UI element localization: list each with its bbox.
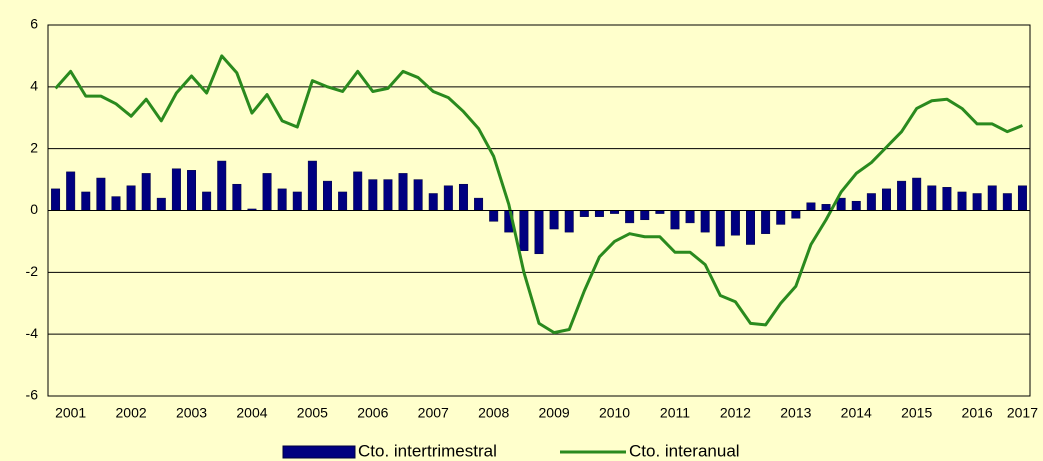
bar (776, 210, 786, 225)
bar (51, 188, 61, 211)
y-tick-label: 6 (30, 16, 38, 32)
bar (1017, 185, 1027, 211)
bar (549, 210, 559, 230)
bar (897, 180, 907, 211)
legend-label: Cto. intertrimestral (358, 441, 497, 460)
bar (111, 196, 121, 211)
x-tick-label: 2002 (116, 405, 147, 421)
bar (761, 210, 771, 234)
bar (292, 191, 302, 211)
bar (791, 210, 801, 219)
y-tick-label: 4 (30, 78, 38, 94)
bar (307, 160, 317, 211)
bar (398, 173, 408, 211)
bar (942, 187, 952, 211)
bar (428, 193, 438, 211)
x-tick-label: 2006 (357, 405, 388, 421)
bar (126, 185, 136, 211)
bar (187, 170, 197, 211)
legend-label: Cto. interanual (629, 441, 740, 460)
bar (579, 210, 589, 217)
bar (821, 204, 831, 211)
bar (474, 197, 484, 211)
x-tick-label: 2017 (1007, 405, 1038, 421)
bar (489, 210, 499, 222)
bar (806, 202, 816, 211)
x-tick-label: 2001 (55, 405, 86, 421)
x-tick-label: 2013 (780, 405, 811, 421)
bar (715, 210, 725, 247)
bar (685, 210, 695, 224)
bar (81, 191, 91, 211)
bar (640, 210, 650, 221)
bar (262, 173, 272, 211)
bar (987, 185, 997, 211)
x-tick-label: 2004 (236, 405, 267, 421)
bar (338, 191, 348, 211)
line (54, 54, 1024, 335)
bar (866, 193, 876, 211)
x-tick-label: 2011 (660, 405, 690, 421)
bar (458, 183, 468, 211)
bar (881, 188, 891, 211)
bar (171, 168, 181, 211)
bar (232, 183, 242, 211)
legend-swatch (282, 445, 356, 459)
bar (957, 191, 967, 211)
y-tick-label: -4 (26, 325, 39, 341)
bar (368, 179, 378, 211)
x-tick-label: 2016 (962, 405, 993, 421)
bar (443, 185, 453, 211)
y-tick-label: -6 (26, 387, 39, 403)
bar (594, 210, 604, 217)
bar (141, 173, 151, 211)
bar (730, 210, 740, 236)
bar (534, 210, 544, 255)
bar (413, 179, 423, 211)
y-tick-label: 2 (30, 139, 38, 155)
bar (383, 179, 393, 211)
x-tick-label: 2003 (176, 405, 207, 421)
bar (927, 185, 937, 211)
x-tick-label: 2015 (901, 405, 932, 421)
bar (323, 180, 332, 211)
x-tick-label: 2008 (478, 405, 509, 421)
bar (519, 210, 529, 251)
x-tick-label: 2012 (720, 405, 751, 421)
bar (156, 197, 166, 211)
bar (972, 193, 982, 211)
bar (564, 210, 574, 233)
bar (277, 188, 287, 211)
bar (202, 191, 212, 211)
bar (353, 171, 363, 211)
y-tick-label: -2 (26, 263, 39, 279)
x-tick-label: 2009 (539, 405, 570, 421)
x-tick-label: 2007 (418, 405, 449, 421)
x-tick-label: 2010 (599, 405, 630, 421)
bar (96, 177, 106, 211)
x-tick-label: 2005 (297, 405, 328, 421)
x-tick-label: 2014 (841, 405, 872, 421)
bar (625, 210, 635, 224)
bar (912, 177, 922, 211)
bar (700, 210, 710, 233)
bar (670, 210, 680, 230)
bar (1002, 193, 1012, 211)
bar (851, 200, 861, 211)
y-tick-label: 0 (30, 201, 38, 217)
bar (217, 160, 227, 211)
bar (66, 171, 76, 211)
bar (746, 210, 755, 245)
